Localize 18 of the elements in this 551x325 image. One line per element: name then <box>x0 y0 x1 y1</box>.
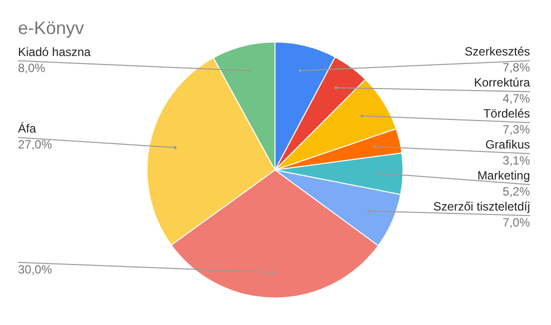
data-label: 7,8% <box>502 60 530 75</box>
slice-label: Tördelés <box>483 106 530 121</box>
data-label: 5,2% <box>502 184 530 199</box>
data-label: 7,3% <box>502 122 530 137</box>
data-label: 3,1% <box>502 154 530 168</box>
slice-label: Kiadó haszna <box>18 44 92 59</box>
slice-label: Korrektúra <box>474 76 530 90</box>
slice-label: Grafikus <box>485 138 530 152</box>
data-label: 4,7% <box>502 92 530 106</box>
data-label: 8,0% <box>18 60 46 75</box>
slice-label: Áfa <box>18 122 36 136</box>
chart-title: e-Könyv <box>18 18 84 38</box>
data-label: 30,0% <box>18 262 52 276</box>
slice-label: Marketing <box>477 168 530 183</box>
data-label: 7,0% <box>502 216 530 230</box>
slice-label: Szerkesztés <box>464 44 530 59</box>
data-label: 27,0% <box>18 138 52 152</box>
slice-label: Szerzői tiszteletdíj <box>433 200 530 214</box>
